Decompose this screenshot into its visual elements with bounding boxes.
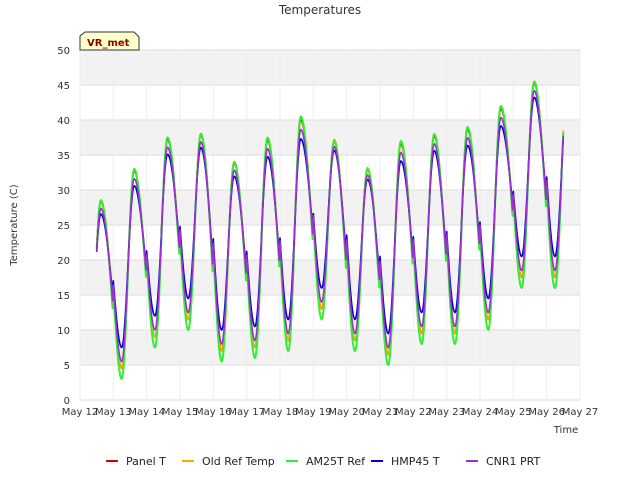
y-tick-label: 0 [64, 396, 70, 407]
x-axis-title: Time [553, 425, 578, 436]
y-tick-label: 10 [57, 326, 70, 337]
station-label-box: VR_met [79, 31, 140, 51]
x-tick-label: May 26 [528, 407, 565, 418]
plot-band [80, 225, 580, 260]
y-tick-label: 25 [57, 221, 70, 232]
x-tick-label: May 27 [562, 407, 599, 418]
legend-label: HMP45 T [391, 455, 440, 468]
legend-label: Panel T [126, 455, 166, 468]
y-tick-label: 20 [57, 256, 70, 267]
x-tick-label: May 15 [162, 407, 199, 418]
station-label-text: VR_met [87, 38, 130, 49]
legend-label: CNR1 PRT [486, 455, 541, 468]
x-tick-label: May 12 [62, 407, 99, 418]
y-tick-labels: 0 5 10 15 20 25 30 35 40 45 50 [57, 46, 70, 407]
x-tick-label: May 21 [362, 407, 399, 418]
x-tick-label: May 22 [395, 407, 432, 418]
x-tick-label: May 20 [328, 407, 365, 418]
x-tick-label: May 25 [495, 407, 532, 418]
y-tick-label: 50 [57, 46, 70, 57]
y-tick-label: 40 [57, 116, 70, 127]
y-tick-label: 30 [57, 186, 70, 197]
y-tick-label: 45 [57, 81, 70, 92]
series-line [95, 90, 565, 363]
series-group [95, 80, 565, 380]
plot-band [80, 50, 580, 85]
plot-band [80, 330, 580, 365]
x-tick-label: May 24 [462, 407, 499, 418]
y-tick-label: 5 [64, 361, 70, 372]
y-tick-label: 35 [57, 151, 70, 162]
x-tick-label: May 18 [262, 407, 299, 418]
x-tick-label: May 23 [428, 407, 465, 418]
plot-band [80, 295, 580, 330]
x-tick-label: May 17 [228, 407, 265, 418]
x-tick-label: May 16 [195, 407, 232, 418]
plot-band [80, 260, 580, 295]
legend-label: AM25T Ref [306, 455, 366, 468]
y-tick-label: 15 [57, 291, 70, 302]
plot-band [80, 365, 580, 400]
chart-title: Temperatures [278, 3, 361, 17]
legend-label: Old Ref Temp [202, 455, 275, 468]
x-tick-label: May 14 [128, 407, 165, 418]
x-tick-label: May 13 [95, 407, 132, 418]
x-tick-label: May 19 [295, 407, 332, 418]
legend: Panel T Old Ref Temp AM25T Ref HMP45 T CNR1 … [106, 455, 541, 468]
station-label-shape [79, 31, 140, 51]
plot-band [80, 85, 580, 120]
y-axis-title: Temperature (C) [9, 184, 20, 266]
